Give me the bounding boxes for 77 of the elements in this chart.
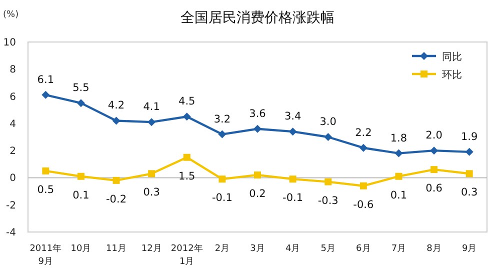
y-tick-label: 8: [10, 64, 16, 76]
data-label: 3.4: [284, 110, 302, 123]
point: [218, 176, 226, 183]
data-label: 0.2: [249, 188, 266, 200]
x-tick-label: 9月: [462, 244, 477, 254]
y-axis-title: (%): [3, 10, 19, 20]
point: [76, 99, 85, 108]
legend-label: 同比: [442, 51, 462, 63]
data-label: 1.5: [178, 170, 196, 182]
data-label: 1.8: [390, 132, 408, 144]
data-label: 0.3: [143, 186, 160, 199]
point: [430, 146, 438, 155]
point: [289, 176, 296, 183]
data-label: 2.0: [426, 130, 442, 142]
x-tick-label: 2011年 9月: [30, 243, 62, 267]
x-tick-label: 2012年 1月: [170, 243, 203, 267]
point: [324, 178, 332, 186]
point: [360, 182, 367, 190]
x-tick-label: 11月: [106, 244, 126, 254]
data-label: 2.2: [355, 126, 372, 139]
point: [359, 144, 368, 152]
x-tick-label: 3月: [250, 244, 265, 254]
point: [183, 154, 190, 161]
y-tick-label: -4: [6, 228, 16, 238]
data-label: 1.9: [460, 130, 478, 143]
data-label: 0.1: [72, 189, 90, 202]
point: [394, 149, 403, 158]
data-label: 4.2: [108, 100, 125, 112]
point: [112, 176, 120, 184]
x-tick-label: 12月: [141, 244, 162, 254]
y-tick-label: 4: [10, 118, 16, 130]
data-label: 3.6: [249, 108, 266, 120]
x-tick-label: 4月: [285, 244, 300, 254]
data-label: 3.2: [214, 113, 231, 126]
point: [465, 148, 474, 156]
point: [254, 172, 261, 178]
x-tick-label: 5月: [320, 244, 336, 254]
data-label: 0.3: [460, 186, 478, 199]
point: [218, 130, 226, 138]
data-label: 0.1: [390, 189, 408, 202]
y-tick-label: 10: [3, 38, 16, 48]
data-label: 0.6: [426, 182, 443, 195]
y-tick-label: 2: [10, 146, 16, 158]
point: [42, 90, 50, 99]
y-tick-label: 0: [10, 173, 16, 184]
data-label: 6.1: [37, 74, 54, 86]
point: [466, 170, 473, 178]
data-label: -0.6: [353, 198, 374, 211]
data-label: 3.0: [320, 116, 336, 128]
x-tick-label: 6月: [356, 244, 371, 254]
point: [430, 166, 438, 174]
point: [395, 172, 402, 180]
point: [254, 124, 262, 133]
point: [182, 112, 191, 121]
data-label: 0.5: [37, 184, 54, 196]
chart-title: 全国居民消费价格涨跌幅: [180, 10, 334, 26]
x-tick-label: 8月: [426, 244, 442, 254]
point: [148, 118, 156, 126]
point: [112, 116, 120, 125]
x-tick-label: 10月: [70, 244, 92, 254]
point: [42, 167, 50, 174]
legend-label: 环比: [442, 69, 462, 81]
y-tick-label: 6: [10, 92, 16, 103]
point: [148, 170, 156, 178]
data-label: -0.2: [106, 193, 127, 206]
x-tick-label: 2月: [214, 244, 230, 254]
point: [288, 128, 297, 136]
data-label: -0.3: [318, 194, 338, 207]
data-label: 4.1: [143, 101, 160, 114]
data-label: -0.1: [212, 192, 232, 204]
data-label: 5.5: [72, 82, 90, 94]
data-label: -0.1: [282, 192, 304, 204]
point: [324, 133, 332, 141]
x-tick-label: 7月: [391, 244, 406, 254]
point: [77, 172, 84, 180]
data-label: 4.5: [178, 96, 196, 108]
y-tick-label: -2: [6, 200, 16, 212]
